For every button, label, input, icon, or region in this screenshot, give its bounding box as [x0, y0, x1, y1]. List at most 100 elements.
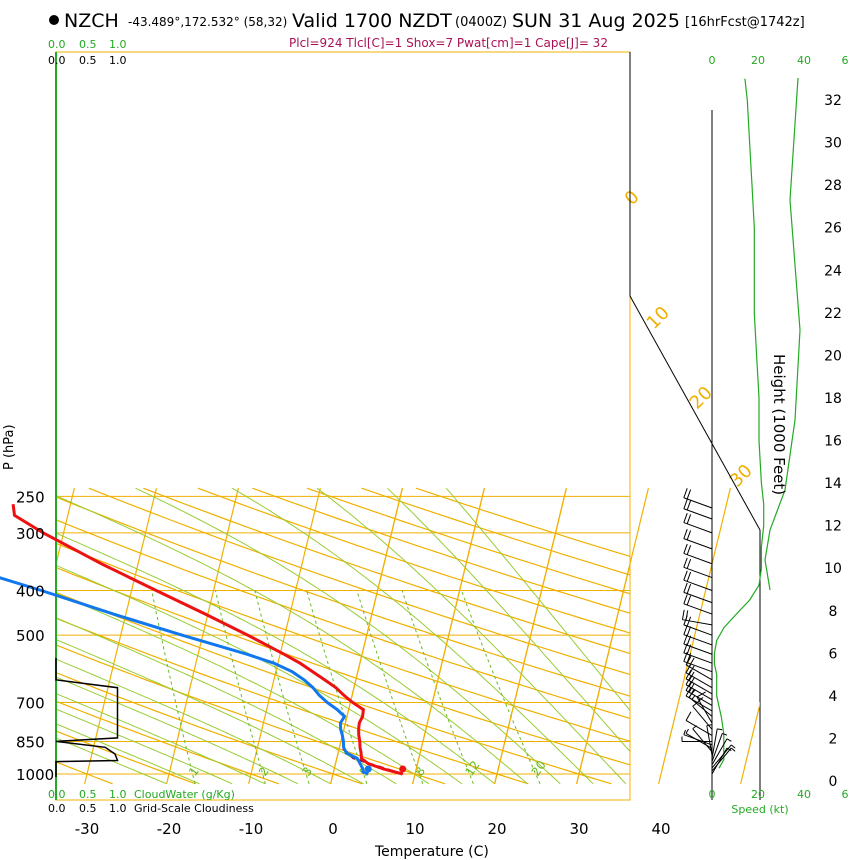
- wind-barb-shaft: [683, 603, 713, 615]
- wind-barb-shaft: [685, 684, 713, 701]
- wind-barb-shaft: [683, 522, 713, 534]
- wind-barb-flag: [686, 489, 692, 500]
- wind-barb-flag: [683, 543, 688, 554]
- wind-barb-shaft: [711, 738, 728, 766]
- isotherm-ext-20: [494, 488, 567, 784]
- wind-speed-profile: [713, 77, 801, 769]
- wind-barb-shaft: [683, 734, 713, 746]
- wind-barb: [683, 582, 713, 604]
- speed-bottom-tick: 40: [797, 788, 811, 801]
- dry-adiabat--10: [56, 700, 280, 785]
- wind-barb-shaft: [711, 747, 732, 772]
- isotherm--10: [248, 488, 321, 784]
- speed-bottom-tick: 0: [709, 788, 716, 801]
- wind-barb-flag: [730, 747, 736, 752]
- isotherm-ext-40: [658, 488, 731, 784]
- wind-barb-flag: [683, 582, 688, 593]
- temp-tick--10: -10: [239, 820, 264, 838]
- wind-barb-flag: [683, 594, 688, 604]
- wind-barb-shaft: [683, 591, 713, 604]
- height-tick-24: 24: [824, 263, 842, 279]
- wind-barb-shaft: [682, 619, 713, 626]
- wind-barb-flag: [722, 732, 728, 736]
- sounding-params: Plcl=924 Tlcl[C]=1 Shox=7 Pwat[cm]=1 Cap…: [289, 36, 608, 50]
- wind-barb-flag: [683, 625, 688, 635]
- wind-barb-flag: [686, 584, 692, 594]
- pressure-tick-250: 250: [16, 488, 45, 506]
- height-tick-16: 16: [824, 434, 842, 450]
- height-tick-0: 0: [829, 774, 838, 790]
- dry-adiabat-lines: [56, 487, 630, 785]
- height-panel-outline: [629, 52, 761, 800]
- mixing-ratio-12: [401, 590, 474, 784]
- cloudiness-top-tick: 0.0: [48, 54, 66, 67]
- wind-barb-flag: [686, 626, 692, 637]
- pressure-tick-400: 400: [16, 582, 45, 600]
- wind-barb-shaft: [685, 678, 713, 695]
- wind-barb-flag: [686, 530, 692, 541]
- cloudiness-top-tick: 1.0: [109, 54, 127, 67]
- temp-tick--30: -30: [75, 820, 100, 838]
- height-tick-32: 32: [824, 93, 842, 109]
- cloudiness-top-tick: 0.5: [79, 54, 97, 67]
- station-dot: [49, 15, 59, 25]
- moist-adiabat-24: [56, 495, 528, 785]
- speed-bottom-tick: 6: [842, 788, 849, 801]
- wind-barb: [683, 729, 713, 746]
- wind-barb: [711, 728, 723, 759]
- height-axis-label: Height (1000 Feet): [770, 354, 788, 495]
- cloudiness-bottom-tick: 0.5: [79, 802, 97, 815]
- isotherm--20: [166, 488, 239, 784]
- height-tick-20: 20: [824, 348, 842, 364]
- wind-barb-shaft: [685, 695, 713, 712]
- wind-barb-flag: [685, 655, 692, 666]
- mixing-ratio-label: 1: [186, 764, 202, 778]
- moist-adiabat-20: [56, 532, 495, 785]
- pressure-tick-1000: 1000: [16, 766, 54, 784]
- mixing-ratio-2: [214, 590, 266, 784]
- dry-adiabat-30: [56, 591, 612, 785]
- temp-tick-40: 40: [651, 820, 670, 838]
- dry-adiabat-20: [56, 617, 529, 785]
- dry-adiabat--20: [56, 730, 197, 785]
- wind-barb-flag: [686, 514, 692, 524]
- wind-barb-flag: [706, 724, 712, 727]
- wind-barb-flag: [683, 499, 688, 509]
- moist-adiabat-12: [56, 592, 430, 785]
- moist-adiabat-40: [387, 487, 630, 753]
- dry-adiabat-60: [56, 519, 630, 719]
- cloudiness-bottom-tick: 0.0: [48, 802, 66, 815]
- moist-adiabat--12: [56, 708, 233, 785]
- cloudwater-top-tick: 1.0: [109, 38, 127, 51]
- wind-barb: [683, 594, 713, 615]
- speed-top-tick: 0: [709, 54, 716, 67]
- cloudwater-top-tick: 0.0: [48, 38, 66, 51]
- mixing-ratio-lines: [151, 590, 541, 785]
- wind-barb-shaft: [692, 728, 713, 753]
- wind-barb-flag: [717, 728, 723, 731]
- wind-barb: [685, 711, 713, 736]
- dry-adiabat-100: [197, 487, 630, 634]
- wind-barb: [683, 557, 713, 579]
- speed-line: [713, 78, 765, 769]
- wind-barb-flag: [683, 513, 688, 523]
- dry-adiabat-0: [56, 671, 363, 785]
- wind-barb-shaft: [683, 508, 713, 520]
- height-tick-2: 2: [829, 731, 838, 747]
- height-tick-22: 22: [824, 306, 842, 322]
- wind-barb-shaft: [685, 664, 713, 681]
- wind-barb-flag: [683, 488, 688, 498]
- height-tick-26: 26: [824, 221, 842, 237]
- wind-barb-shaft: [685, 672, 713, 689]
- wind-barb-shaft: [685, 689, 713, 706]
- isotherm-ext-10: [412, 488, 485, 784]
- moist-adiabat--8: [56, 693, 266, 785]
- moist-adiabat-8: [56, 617, 397, 785]
- speed-top-tick: 40: [797, 54, 811, 67]
- cloudwater-top-tick: 0.5: [79, 38, 97, 51]
- height-tick-12: 12: [824, 519, 842, 535]
- height-panel: [330, 52, 761, 800]
